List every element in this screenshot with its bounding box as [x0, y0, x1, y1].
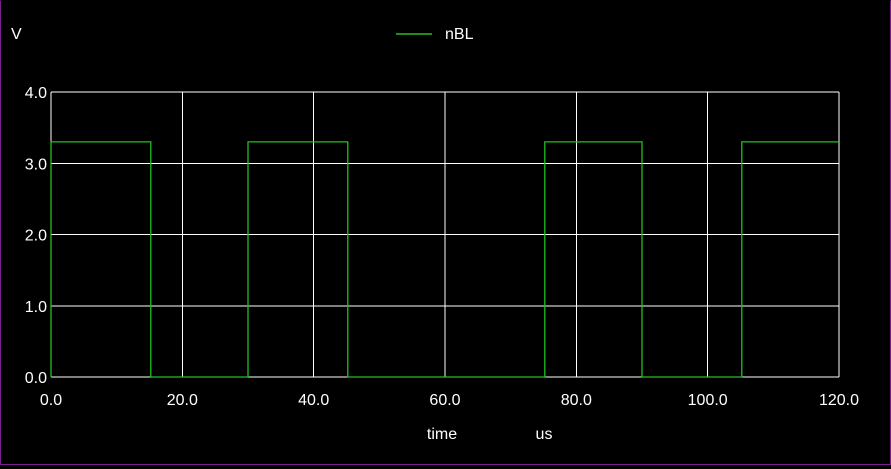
y-tick-label: 2.0: [25, 228, 47, 245]
legend-label: nBL: [445, 26, 474, 43]
series-line-nBL: [50, 141, 839, 378]
x-tick-label: 20.0: [167, 392, 198, 409]
y-axis-label: V: [11, 26, 22, 43]
y-tick-label: 1.0: [25, 299, 47, 316]
y-tick-labels: 0.0 1.0 2.0 3.0 4.0: [25, 85, 47, 387]
x-tick-label: 60.0: [429, 392, 460, 409]
x-tick-labels: 0.0 20.0 40.0 60.0 80.0 100.0 120.0: [40, 392, 859, 409]
series-group: [50, 141, 839, 378]
x-tick-label: 120.0: [819, 392, 859, 409]
x-tick-label: 80.0: [561, 392, 592, 409]
x-axis-label: time: [427, 426, 457, 443]
x-tick-label: 40.0: [298, 392, 329, 409]
x-tick-label: 100.0: [688, 392, 728, 409]
x-tick-label: 0.0: [40, 392, 62, 409]
y-tick-label: 0.0: [25, 370, 47, 387]
y-tick-label: 4.0: [25, 85, 47, 102]
y-tick-label: 3.0: [25, 156, 47, 173]
grid-lines: [50, 91, 840, 378]
x-axis-unit: us: [536, 426, 553, 443]
